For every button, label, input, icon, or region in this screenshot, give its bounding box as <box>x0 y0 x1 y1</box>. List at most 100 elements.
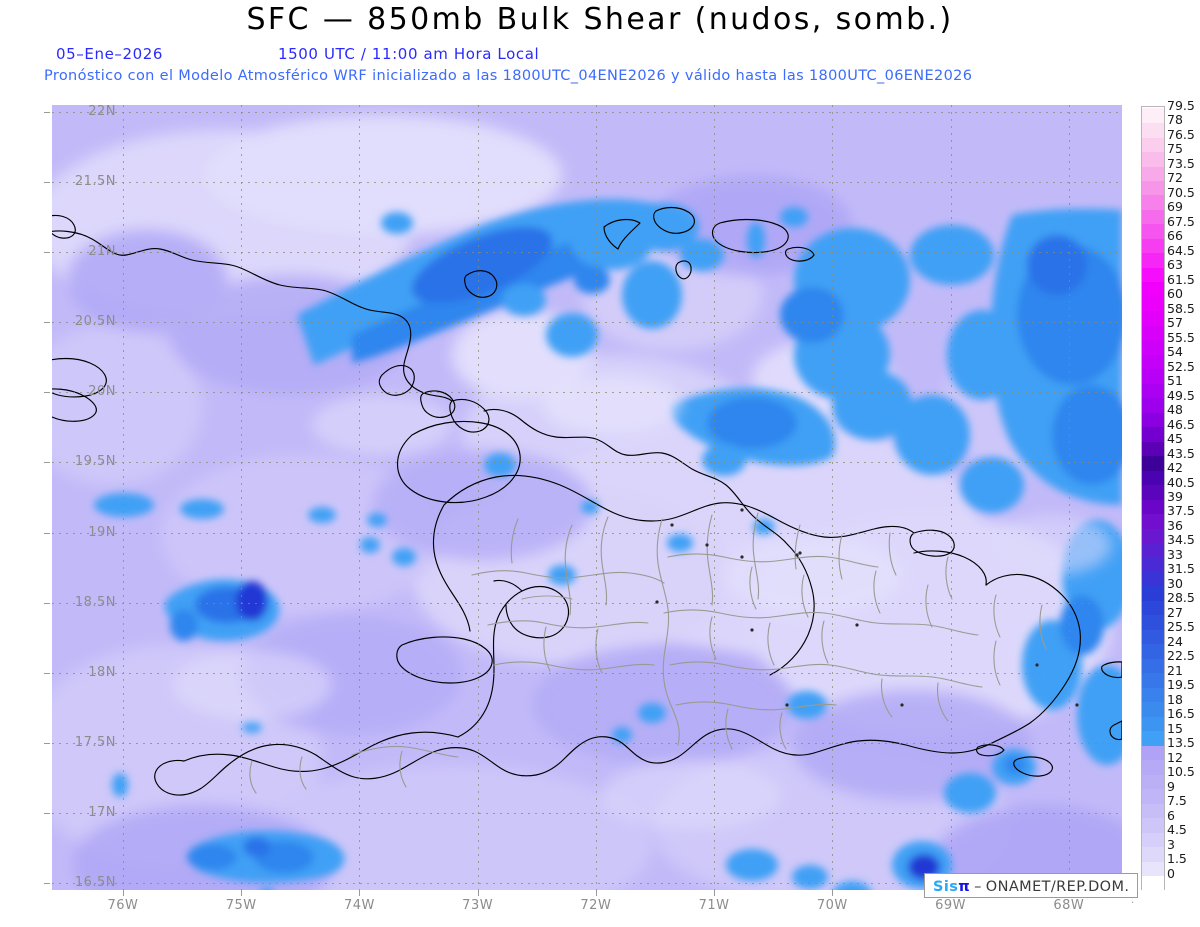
colorbar-cell-54 <box>1142 354 1164 370</box>
lat-label-19.5N: 19.5N <box>74 454 116 470</box>
colorbar-label-36: 36 <box>1167 517 1183 533</box>
colorbar-label-15: 15 <box>1167 720 1183 736</box>
shear-field-raster <box>52 105 1122 890</box>
lat-tick-19N <box>44 532 50 534</box>
lon-tick-71W <box>714 890 716 896</box>
colorbar-label-33: 33 <box>1167 546 1183 562</box>
map-plot-area[interactable] <box>52 105 1122 890</box>
lon-label-76W: 76W <box>107 898 139 913</box>
colorbar-label-22.5: 22.5 <box>1167 648 1195 664</box>
colorbar-cell-3 <box>1142 846 1164 862</box>
colorbar[interactable] <box>1141 106 1165 891</box>
lon-tick-75W <box>241 890 243 896</box>
colorbar-label-21: 21 <box>1167 662 1183 678</box>
colorbar-label-78: 78 <box>1167 112 1183 128</box>
coastlines <box>52 206 1122 796</box>
colorbar-label-37.5: 37.5 <box>1167 503 1195 519</box>
colorbar-label-49.5: 49.5 <box>1167 387 1195 403</box>
colorbar-label-75: 75 <box>1167 141 1183 157</box>
colorbar-label-43.5: 43.5 <box>1167 445 1195 461</box>
colorbar-cell-18 <box>1142 701 1164 717</box>
lat-label-22N: 22N <box>88 104 116 119</box>
colorbar-cell-39 <box>1142 499 1164 515</box>
colorbar-cell-43.5 <box>1142 455 1164 471</box>
colorbar-cell-31.5 <box>1142 571 1164 587</box>
logo-pi-text: π <box>958 878 971 895</box>
colorbar-cell-1.5 <box>1142 861 1164 877</box>
pale-highlights <box>172 375 1112 830</box>
colorbar-cell-73.5 <box>1142 165 1164 181</box>
lon-label-75W: 75W <box>225 898 257 913</box>
lon-label-73W: 73W <box>462 898 494 913</box>
lat-label-17N: 17N <box>88 804 116 820</box>
lat-label-18N: 18N <box>88 664 116 680</box>
colorbar-cell-64.5 <box>1142 252 1164 268</box>
colorbar-label-30: 30 <box>1167 575 1183 591</box>
lat-tick-20.5N <box>44 322 50 324</box>
colorbar-cell-4.5 <box>1142 832 1164 848</box>
colorbar-label-54: 54 <box>1167 344 1183 360</box>
lon-label-72W: 72W <box>580 898 612 913</box>
colorbar-label-63: 63 <box>1167 257 1183 273</box>
lat-label-20N: 20N <box>88 384 116 400</box>
lon-tick-72W <box>595 890 597 896</box>
lat-tick-17N <box>44 812 50 814</box>
lat-tick-17.5N <box>44 742 50 744</box>
model-description: Pronóstico con el Modelo Atmosférico WRF… <box>44 68 973 84</box>
colorbar-cell-37.5 <box>1142 513 1164 529</box>
colorbar-label-76.5: 76.5 <box>1167 126 1195 142</box>
colorbar-cell-52.5 <box>1142 368 1164 384</box>
colorbar-cell-16.5 <box>1142 716 1164 732</box>
colorbar-label-45: 45 <box>1167 431 1183 447</box>
colorbar-cell-28.5 <box>1142 600 1164 616</box>
colorbar-cell-79.5 <box>1142 108 1164 124</box>
colorbar-cell-69 <box>1142 209 1164 225</box>
logo-separator: – <box>974 878 982 895</box>
colorbar-cell-49.5 <box>1142 397 1164 413</box>
colorbar-label-79.5: 79.5 <box>1167 98 1195 113</box>
colorbar-label-9: 9 <box>1167 778 1175 794</box>
colorbar-cell-57 <box>1142 325 1164 341</box>
colorbar-label-28.5: 28.5 <box>1167 590 1195 606</box>
colorbar-label-31.5: 31.5 <box>1167 561 1195 577</box>
colorbar-label-61.5: 61.5 <box>1167 271 1195 287</box>
colorbar-label-57: 57 <box>1167 315 1183 331</box>
colorbar-cell-9 <box>1142 788 1164 804</box>
colorbar-label-69: 69 <box>1167 199 1183 215</box>
lat-label-17.5N: 17.5N <box>74 734 116 750</box>
colorbar-cell-6 <box>1142 817 1164 833</box>
colorbar-label-25.5: 25.5 <box>1167 619 1195 635</box>
colorbar-cell-30 <box>1142 585 1164 601</box>
colorbar-cell-51 <box>1142 383 1164 399</box>
colorbar-cell-63 <box>1142 267 1164 283</box>
colorbar-label-40.5: 40.5 <box>1167 474 1195 490</box>
colorbar-cell-58.5 <box>1142 310 1164 326</box>
lon-tick-70W <box>832 890 834 896</box>
colorbar-label-48: 48 <box>1167 402 1183 418</box>
lat-label-21.5N: 21.5N <box>74 174 116 190</box>
colorbar-label-18: 18 <box>1167 691 1183 707</box>
colorbar-label-39: 39 <box>1167 489 1183 504</box>
colorbar-label-66: 66 <box>1167 228 1183 244</box>
colorbar-label-51: 51 <box>1167 373 1183 389</box>
corner-marker: · <box>1131 898 1135 909</box>
lat-label-19N: 19N <box>88 524 116 540</box>
colorbar-label-0: 0 <box>1167 865 1175 881</box>
colorbar-label-55.5: 55.5 <box>1167 329 1195 345</box>
lon-label-71W: 71W <box>698 898 730 913</box>
forecast-time-row: 05–Ene–2026 1500 UTC / 11:00 am Hora Loc… <box>50 45 1150 65</box>
colorbar-label-70.5: 70.5 <box>1167 184 1195 200</box>
colorbar-cell-13.5 <box>1142 745 1164 761</box>
colorbar-label-52.5: 52.5 <box>1167 358 1195 374</box>
colorbar-label-24: 24 <box>1167 633 1183 649</box>
colorbar-label-67.5: 67.5 <box>1167 213 1195 229</box>
lat-tick-20N <box>44 392 50 394</box>
lat-tick-21.5N <box>44 182 50 184</box>
colorbar-cell-22.5 <box>1142 658 1164 674</box>
colorbar-cell-34.5 <box>1142 542 1164 558</box>
forecast-time: 1500 UTC / 11:00 am Hora Local <box>278 45 540 63</box>
logo-organization: ONAMET/REP.DOM. <box>985 878 1130 895</box>
colorbar-label-27: 27 <box>1167 604 1183 620</box>
colorbar-cell-60 <box>1142 296 1164 312</box>
colorbar-cell-12 <box>1142 759 1164 775</box>
